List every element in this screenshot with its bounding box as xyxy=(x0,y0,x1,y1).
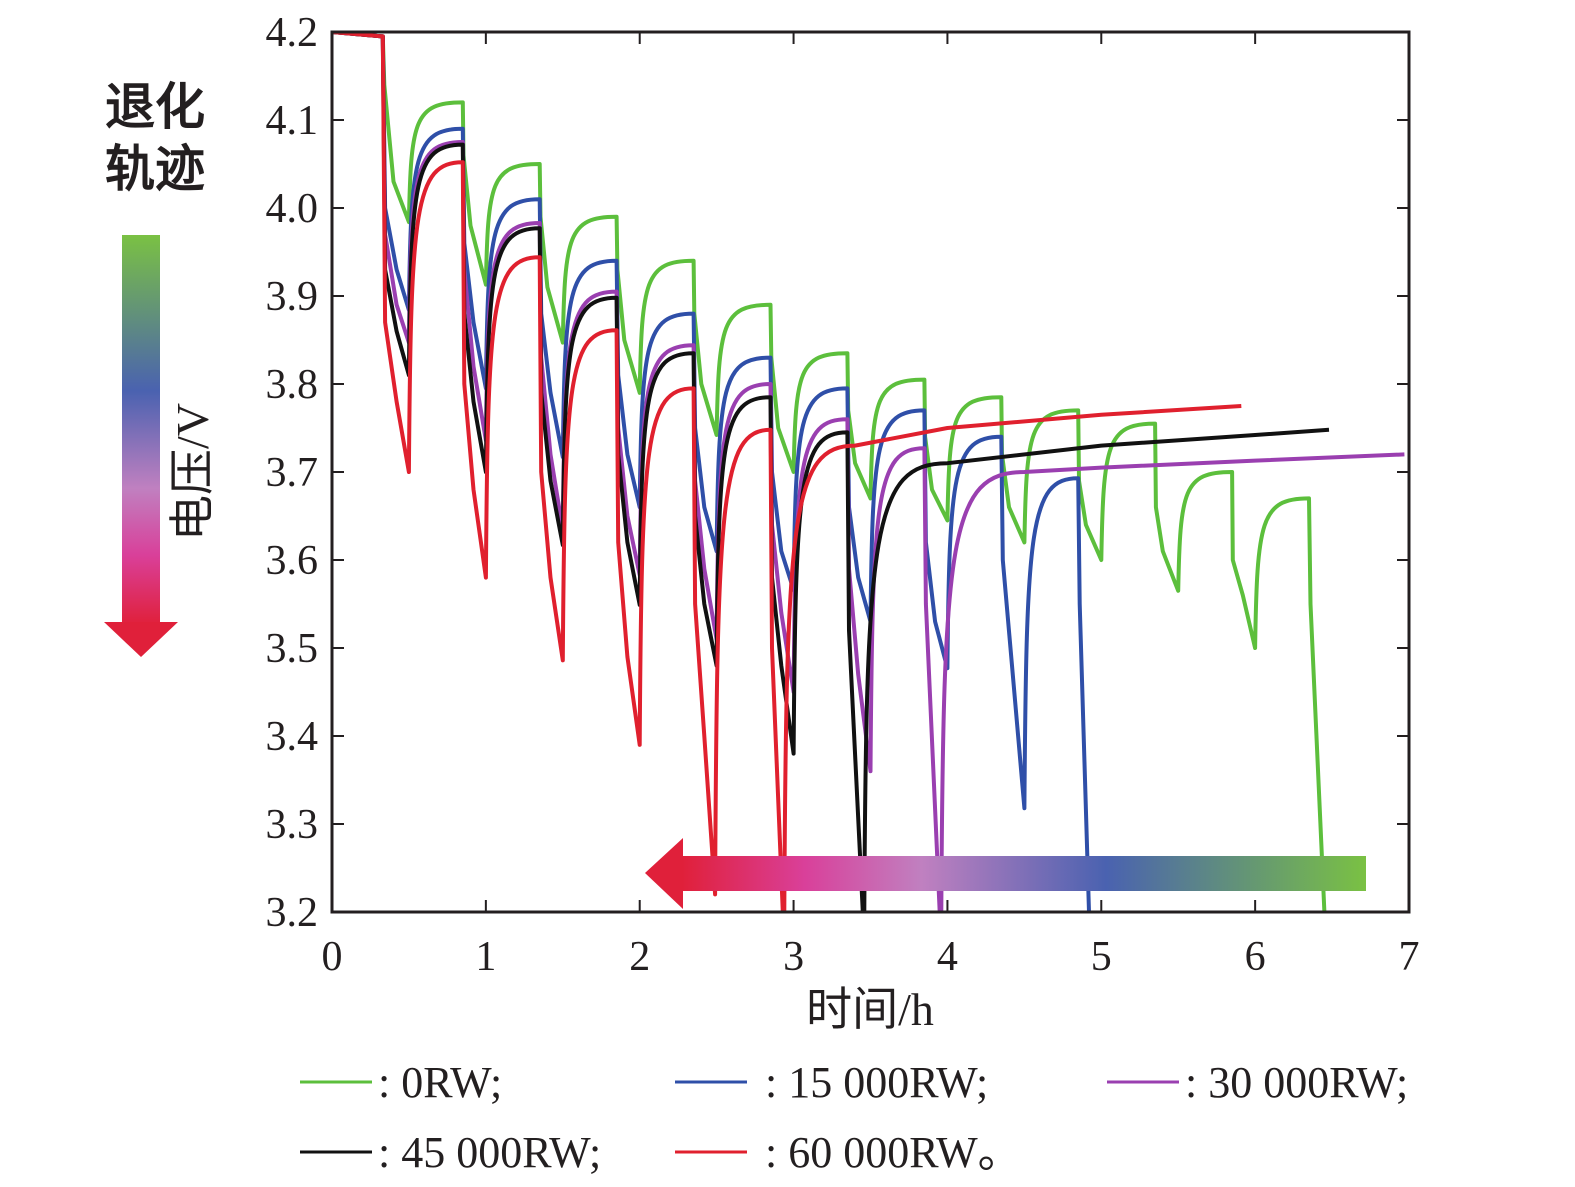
legend: : 0RW; : 15 000RW; : 30 000RW; : 45 000RW;:… xyxy=(300,1058,1408,1177)
legend-label: : 45 000RW; xyxy=(378,1128,601,1177)
degradation-label-line1: 退化 xyxy=(105,79,205,135)
legend-item: : 45 000RW; xyxy=(300,1128,601,1177)
degradation-label-line2: 轨迹 xyxy=(105,141,205,197)
x-tick-label: 1 xyxy=(475,934,496,980)
y-tick-label: 3.2 xyxy=(266,890,319,936)
y-tick-label: 3.5 xyxy=(266,626,319,672)
x-tick-label: 5 xyxy=(1091,934,1112,980)
y-tick-label: 4.2 xyxy=(266,10,319,56)
y-tick-label: 3.4 xyxy=(266,714,319,760)
series-line-30000RW xyxy=(332,32,1405,912)
x-tick-label: 2 xyxy=(629,934,650,980)
legend-item: : 30 000RW; xyxy=(1107,1058,1408,1107)
y-axis-label: 电压/V xyxy=(167,403,218,541)
y-tick-label: 3.6 xyxy=(266,538,319,584)
legend-label: : 30 000RW; xyxy=(1185,1058,1408,1107)
y-tick-label: 3.8 xyxy=(266,362,319,408)
series-layer xyxy=(332,32,1405,912)
x-tick-label: 4 xyxy=(937,934,958,980)
legend-label: : 15 000RW; xyxy=(765,1058,988,1107)
y-tick-label: 3.7 xyxy=(266,450,319,496)
y-tick-label: 3.9 xyxy=(266,274,319,320)
series-line-0RW xyxy=(332,32,1327,912)
x-tick-label: 0 xyxy=(322,934,343,980)
y-tick-label: 4.1 xyxy=(266,98,319,144)
legend-label: : 0RW; xyxy=(378,1058,502,1107)
legend-label: : 60 000RW。 xyxy=(765,1128,1022,1177)
legend-item: : 0RW; xyxy=(300,1058,502,1107)
x-tick-label: 3 xyxy=(783,934,804,980)
x-tick-label: 6 xyxy=(1245,934,1266,980)
x-tick-label: 7 xyxy=(1399,934,1420,980)
axis-ticks: 0 1 2 3 4 5 6 7 3.2 3.3 3.4 3.5 3.6 3.7 3.8 3.9 4.0 4.1 4.… xyxy=(266,10,1420,980)
y-tick-label: 4.0 xyxy=(266,186,319,232)
x-axis-label: 时间/h xyxy=(806,984,934,1035)
legend-item: : 60 000RW。 xyxy=(675,1128,1022,1177)
series-line-15000RW xyxy=(332,32,1091,912)
degradation-arrow-vertical xyxy=(104,235,178,657)
series-line-45000RW xyxy=(332,32,1330,912)
y-tick-label: 3.3 xyxy=(266,802,319,848)
legend-item: : 15 000RW; xyxy=(675,1058,988,1107)
degradation-arrow-horizontal xyxy=(645,838,1366,909)
